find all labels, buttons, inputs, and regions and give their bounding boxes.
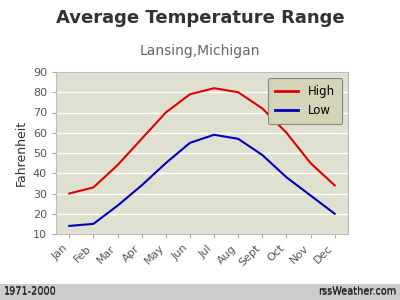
Text: Average Temperature Range: Average Temperature Range — [56, 9, 344, 27]
Text: Lansing,Michigan: Lansing,Michigan — [140, 44, 260, 58]
Y-axis label: Fahrenheit: Fahrenheit — [14, 120, 27, 186]
Text: rssWeather.com: rssWeather.com — [318, 287, 396, 297]
Text: 1971-2000: 1971-2000 — [4, 286, 57, 296]
Text: 1971-2000: 1971-2000 — [4, 287, 57, 297]
Text: rssWeather.com: rssWeather.com — [318, 286, 396, 296]
Legend: High, Low: High, Low — [268, 78, 342, 124]
